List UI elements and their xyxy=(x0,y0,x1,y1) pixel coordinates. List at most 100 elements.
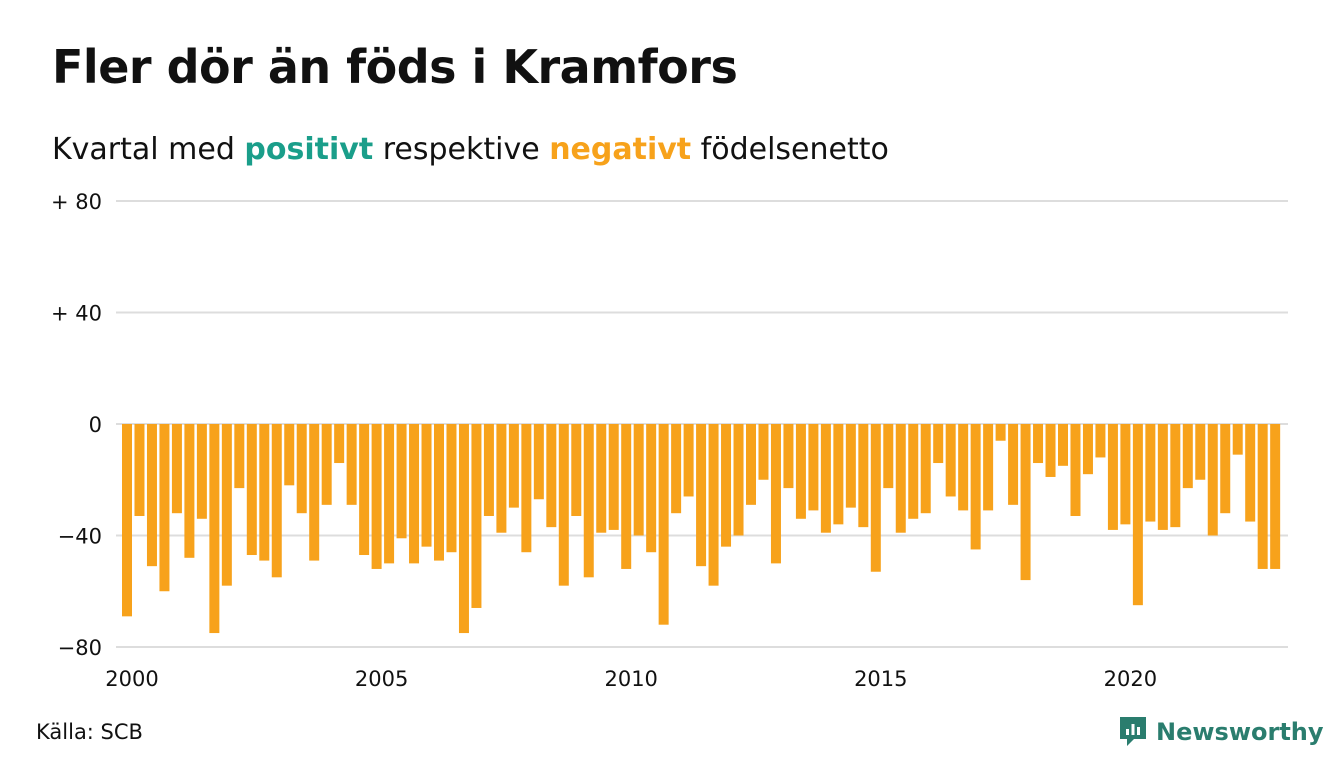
bar xyxy=(1145,424,1156,522)
bar xyxy=(920,424,931,514)
bar xyxy=(1045,424,1056,477)
bar xyxy=(533,424,544,500)
bar xyxy=(1232,424,1243,455)
x-tick-label: 2015 xyxy=(854,667,907,691)
bar xyxy=(795,424,806,519)
bar xyxy=(221,424,232,586)
bar xyxy=(596,424,607,533)
source-label: Källa: SCB xyxy=(36,720,143,744)
bar xyxy=(259,424,270,561)
bar xyxy=(458,424,469,634)
bar xyxy=(321,424,332,505)
bar xyxy=(1182,424,1193,489)
bar xyxy=(371,424,382,569)
bar xyxy=(1107,424,1118,530)
bar xyxy=(159,424,170,592)
y-tick-label: + 40 xyxy=(51,302,102,326)
newsworthy-logo[interactable]: Newsworthy xyxy=(1118,712,1324,752)
bar xyxy=(171,424,182,514)
bar xyxy=(746,424,756,505)
bar xyxy=(683,424,694,497)
bar xyxy=(471,424,482,608)
bar xyxy=(483,424,494,516)
bar xyxy=(546,424,557,528)
bar xyxy=(1220,424,1231,514)
bar xyxy=(995,424,1006,441)
bar xyxy=(334,424,345,464)
bar xyxy=(608,424,619,530)
subtitle-middle: respektive xyxy=(373,132,550,167)
bar xyxy=(983,424,994,511)
bar xyxy=(845,424,856,508)
bar xyxy=(296,424,307,514)
y-tick-label: −80 xyxy=(58,636,102,660)
bar xyxy=(658,424,669,625)
newsworthy-logo-icon xyxy=(1120,717,1146,746)
y-tick-label: 0 xyxy=(89,413,102,437)
x-tick-label: 2005 xyxy=(355,667,408,691)
bar xyxy=(671,424,682,514)
bar xyxy=(870,424,881,572)
bar xyxy=(883,424,894,489)
bar xyxy=(833,424,844,525)
bar xyxy=(908,424,919,519)
bar xyxy=(770,424,781,564)
subtitle-negative-word: negativt xyxy=(549,132,692,167)
x-tick-label: 2010 xyxy=(604,667,657,691)
bar xyxy=(446,424,457,553)
bar xyxy=(122,424,132,617)
bar xyxy=(134,424,145,516)
subtitle-prefix: Kvartal med xyxy=(52,132,245,167)
bar xyxy=(1170,424,1181,528)
bar xyxy=(945,424,956,497)
bar xyxy=(646,424,657,553)
bar xyxy=(234,424,245,489)
bar xyxy=(496,424,507,533)
bar xyxy=(271,424,282,578)
bar xyxy=(733,424,744,536)
bar xyxy=(1245,424,1256,522)
bar xyxy=(621,424,632,569)
bar xyxy=(1095,424,1106,458)
bar xyxy=(346,424,357,505)
bar xyxy=(409,424,420,564)
bar xyxy=(721,424,732,547)
y-tick-label: + 80 xyxy=(51,190,102,214)
chart-subtitle: Kvartal med positivt respektive negativt… xyxy=(52,132,889,167)
bar xyxy=(359,424,370,556)
bar xyxy=(1120,424,1131,525)
bar xyxy=(758,424,769,480)
bar xyxy=(1058,424,1068,466)
bar xyxy=(933,424,944,464)
bar xyxy=(209,424,220,634)
bar xyxy=(1270,424,1281,569)
bar xyxy=(1157,424,1168,530)
bars xyxy=(122,424,1281,634)
bar xyxy=(583,424,594,578)
bar xyxy=(421,424,432,547)
bar xyxy=(696,424,707,567)
bar xyxy=(1020,424,1031,581)
x-tick-label: 2000 xyxy=(105,667,158,691)
subtitle-suffix: födelsenetto xyxy=(691,132,889,167)
bar xyxy=(284,424,295,486)
y-tick-label: −40 xyxy=(58,525,102,549)
bar xyxy=(146,424,157,567)
bar xyxy=(196,424,207,519)
bar xyxy=(1132,424,1143,606)
bar xyxy=(309,424,320,561)
bar xyxy=(1195,424,1206,480)
bar xyxy=(434,424,444,561)
bar xyxy=(396,424,407,539)
x-axis-tick-labels: 2000 2005 2010 2015 2020 xyxy=(105,667,1157,691)
bar xyxy=(1207,424,1218,536)
bar xyxy=(858,424,869,528)
y-axis-tick-labels: + 80 + 40 0 −40 −80 xyxy=(51,190,102,660)
bar xyxy=(1257,424,1268,569)
bar xyxy=(970,424,981,550)
bar xyxy=(958,424,969,511)
bar xyxy=(895,424,906,533)
bar xyxy=(633,424,644,536)
newsworthy-brand-name: Newsworthy xyxy=(1156,718,1324,746)
